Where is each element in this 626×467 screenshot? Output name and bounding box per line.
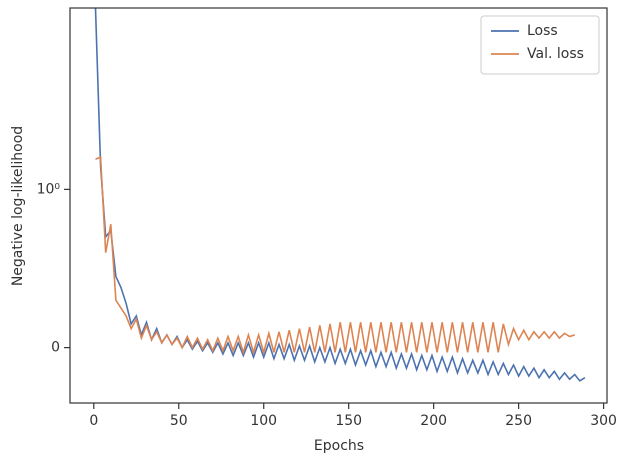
x-axis-label: Epochs — [314, 438, 364, 454]
x-tick-label: 100 — [250, 413, 277, 429]
y-axis-label: Negative log-likelihood — [10, 126, 26, 286]
x-tick-label: 300 — [590, 413, 617, 429]
series-line — [94, 8, 586, 382]
legend-label: Val. loss — [527, 46, 584, 62]
plot-frame — [69, 7, 608, 404]
y-tick-label: 0 — [51, 340, 60, 356]
x-tick-label: 50 — [170, 413, 188, 429]
x-tick-label: 250 — [505, 413, 532, 429]
x-tick-label: 0 — [89, 413, 98, 429]
legend-label: Loss — [527, 23, 558, 39]
series-line — [95, 155, 575, 356]
x-tick-label: 200 — [420, 413, 447, 429]
x-tick-label: 150 — [335, 413, 362, 429]
y-tick-label: 10⁰ — [37, 181, 61, 197]
